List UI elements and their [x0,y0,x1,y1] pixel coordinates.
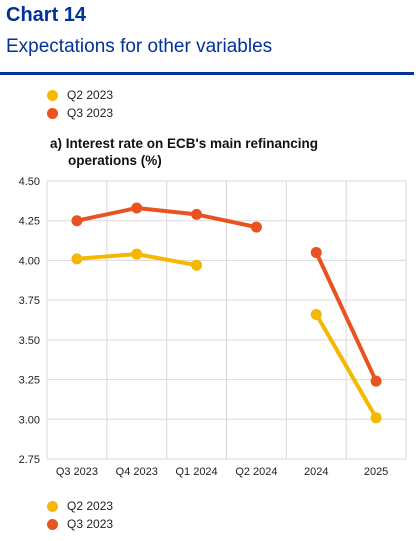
x-tick-label: 2025 [364,466,388,478]
legend-bottom: Q2 2023 Q3 2023 [47,497,113,533]
x-tick-label: Q4 2023 [116,466,158,478]
legend-item-q3: Q3 2023 [47,104,113,122]
data-point [370,375,382,387]
y-tick-label: 3.50 [19,335,40,347]
data-point [71,253,83,265]
panel-title-line-2: operations (%) [68,153,162,168]
legend-dot-icon [47,518,58,530]
data-point [370,412,382,424]
legend-item-q2: Q2 2023 [47,86,113,104]
data-point [131,202,143,214]
y-tick-label: 4.25 [19,216,40,228]
legend-top: Q2 2023 Q3 2023 [47,86,113,122]
x-tick-label: Q1 2024 [175,466,217,478]
y-tick-label: 4.00 [19,255,40,267]
y-tick-label: 4.50 [19,176,40,188]
x-tick-label: 2024 [304,466,328,478]
chart-title: Expectations for other variables [6,36,273,57]
panel-title: a) Interest rate on ECB's main refinanci… [50,135,380,169]
legend-item-q2: Q2 2023 [47,497,113,515]
data-point [310,308,322,320]
legend-label: Q3 2023 [67,106,114,120]
data-point [250,221,262,233]
title-rule [0,72,414,75]
series-line [314,250,379,384]
data-point [71,215,83,227]
y-tick-label: 2.75 [19,454,40,466]
chart-number: Chart 14 [6,4,87,26]
y-tick-label: 3.75 [19,295,40,307]
legend-label: Q3 2023 [67,517,114,531]
data-point [310,246,322,258]
panel-title-line-1: a) Interest rate on ECB's main refinanci… [50,136,319,151]
x-tick-label: Q3 2023 [56,466,98,478]
y-tick-label: 3.00 [19,414,40,426]
y-tick-label: 3.25 [19,375,40,387]
data-point [191,208,203,220]
legend-dot-icon [47,89,58,101]
legend-dot-icon [47,500,58,512]
series-line [74,206,259,230]
data-point [131,248,143,260]
legend-item-q3: Q3 2023 [47,515,113,533]
legend-label: Q2 2023 [67,88,114,102]
x-tick-label: Q2 2024 [235,466,277,478]
legend-dot-icon [47,107,58,119]
series-line [314,312,379,420]
data-point [191,259,203,271]
legend-label: Q2 2023 [67,499,114,513]
